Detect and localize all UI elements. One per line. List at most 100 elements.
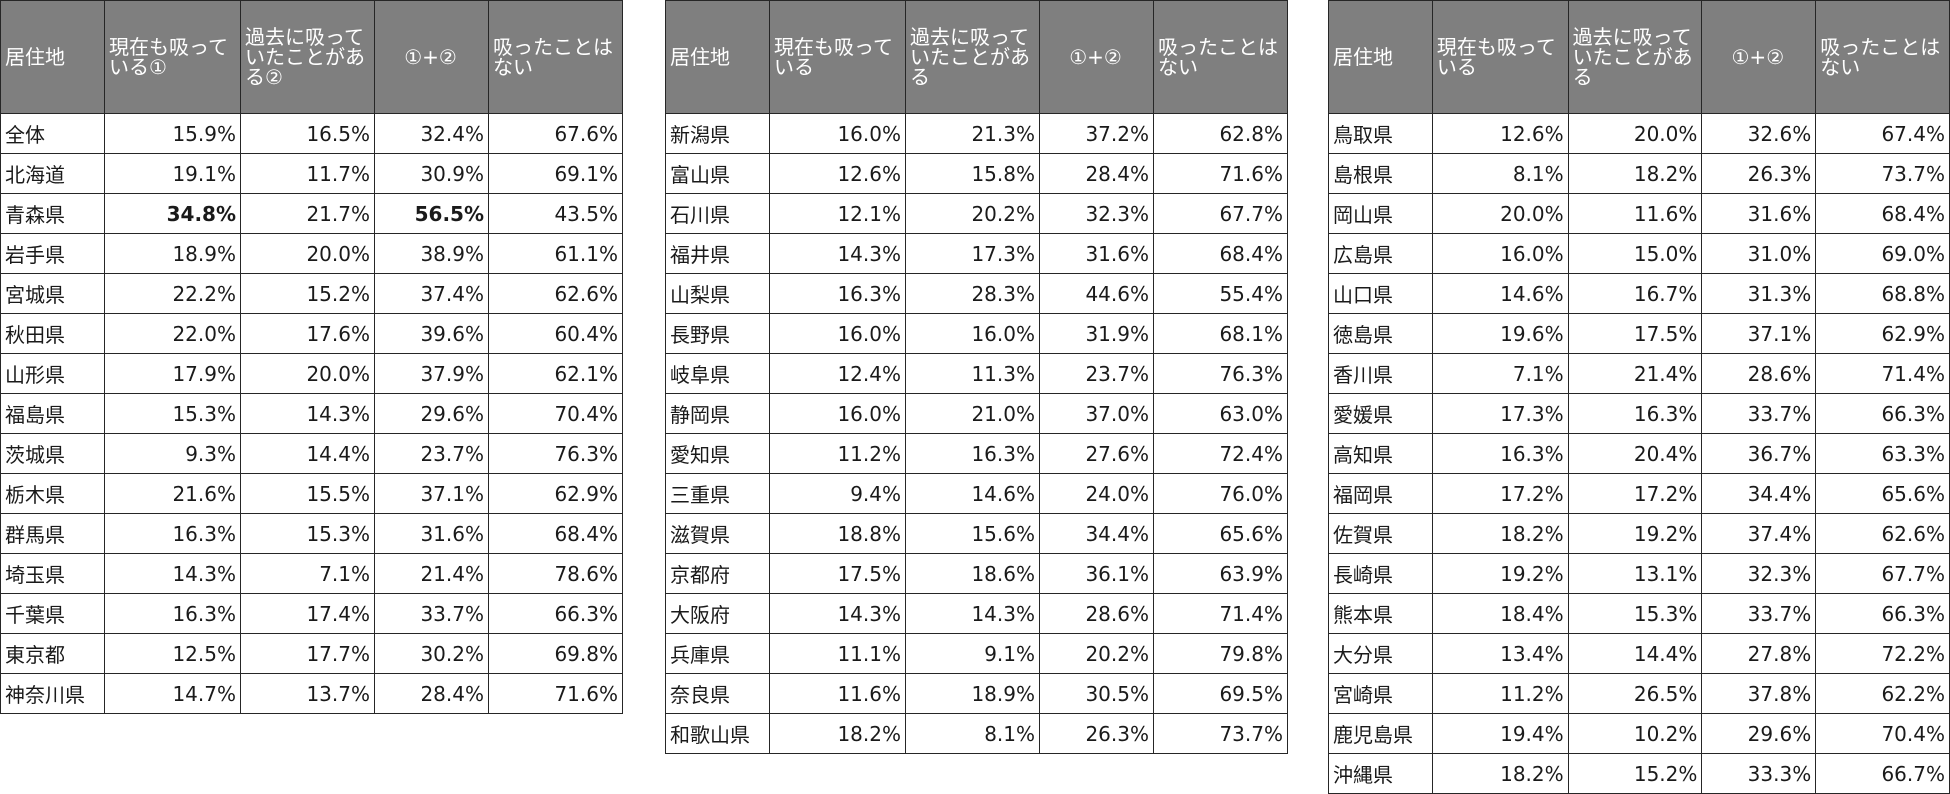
sum-cell: 32.6% bbox=[1701, 113, 1817, 154]
table-row: 石川県 12.1% 20.2% 32.3% 67.7% bbox=[665, 193, 1288, 234]
sum-cell: 44.6% bbox=[1039, 273, 1154, 314]
current-smoker-cell: 22.0% bbox=[104, 313, 241, 354]
table-row: 大阪府 14.3% 14.3% 28.6% 71.4% bbox=[665, 593, 1288, 634]
header-current-smoker: 現在も吸っている① bbox=[104, 0, 241, 114]
never-smoked-cell: 62.9% bbox=[1815, 313, 1950, 354]
prefecture-cell: 和歌山県 bbox=[665, 713, 770, 754]
prefecture-cell: 山口県 bbox=[1328, 273, 1433, 314]
former-smoker-cell: 17.3% bbox=[905, 233, 1040, 274]
never-smoked-cell: 63.3% bbox=[1815, 433, 1950, 474]
sum-cell: 20.2% bbox=[1039, 633, 1154, 674]
current-smoker-cell: 14.3% bbox=[769, 593, 906, 634]
prefecture-cell: 鹿児島県 bbox=[1328, 713, 1433, 754]
former-smoker-cell: 18.2% bbox=[1567, 153, 1703, 194]
table-row: 富山県 12.6% 15.8% 28.4% 71.6% bbox=[665, 153, 1288, 194]
current-smoker-cell: 9.4% bbox=[769, 473, 906, 514]
prefecture-cell: 富山県 bbox=[665, 153, 770, 194]
sum-cell: 28.4% bbox=[374, 673, 489, 714]
table-row: 愛媛県 17.3% 16.3% 33.7% 66.3% bbox=[1328, 393, 1950, 434]
never-smoked-cell: 67.7% bbox=[1815, 553, 1950, 594]
current-smoker-cell: 34.8% bbox=[104, 193, 241, 234]
current-smoker-cell: 9.3% bbox=[104, 433, 241, 474]
table-row: 静岡県 16.0% 21.0% 37.0% 63.0% bbox=[665, 393, 1288, 434]
never-smoked-cell: 67.4% bbox=[1815, 113, 1950, 154]
never-smoked-cell: 70.4% bbox=[488, 393, 623, 434]
current-smoker-cell: 15.9% bbox=[104, 113, 241, 154]
never-smoked-cell: 68.8% bbox=[1815, 273, 1950, 314]
table-row: 福島県 15.3% 14.3% 29.6% 70.4% bbox=[0, 393, 623, 434]
former-smoker-cell: 20.0% bbox=[240, 353, 375, 394]
prefecture-cell: 沖縄県 bbox=[1328, 753, 1433, 794]
never-smoked-cell: 68.4% bbox=[1153, 233, 1288, 274]
sum-cell: 30.9% bbox=[374, 153, 489, 194]
never-smoked-cell: 65.6% bbox=[1153, 513, 1288, 554]
current-smoker-cell: 18.4% bbox=[1431, 593, 1569, 634]
former-smoker-cell: 15.3% bbox=[1567, 593, 1703, 634]
former-smoker-cell: 16.7% bbox=[1567, 273, 1703, 314]
sum-cell: 33.7% bbox=[1701, 393, 1817, 434]
sum-cell: 31.6% bbox=[374, 513, 489, 554]
current-smoker-cell: 16.3% bbox=[104, 513, 241, 554]
table-row: 滋賀県 18.8% 15.6% 34.4% 65.6% bbox=[665, 513, 1288, 554]
current-smoker-cell: 19.4% bbox=[1431, 713, 1569, 754]
prefecture-table-1: 居住地 現在も吸っている① 過去に吸っていたことがある② ①+② 吸ったことはな… bbox=[0, 0, 623, 714]
former-smoker-cell: 15.0% bbox=[1567, 233, 1703, 274]
prefecture-cell: 山形県 bbox=[0, 353, 105, 394]
former-smoker-cell: 21.4% bbox=[1567, 353, 1703, 394]
former-smoker-cell: 19.2% bbox=[1567, 513, 1703, 554]
current-smoker-cell: 12.5% bbox=[104, 633, 241, 674]
table-row: 全体 15.9% 16.5% 32.4% 67.6% bbox=[0, 113, 623, 154]
never-smoked-cell: 63.0% bbox=[1153, 393, 1288, 434]
header-current-smoker: 現在も吸っている bbox=[769, 0, 906, 114]
never-smoked-cell: 78.6% bbox=[488, 553, 623, 594]
never-smoked-cell: 43.5% bbox=[488, 193, 623, 234]
sum-cell: 28.6% bbox=[1701, 353, 1817, 394]
header-row: 居住地 現在も吸っている 過去に吸っていたことがある ①+② 吸ったことはない bbox=[665, 0, 1288, 114]
current-smoker-cell: 16.3% bbox=[104, 593, 241, 634]
table-row: 福井県 14.3% 17.3% 31.6% 68.4% bbox=[665, 233, 1288, 274]
prefecture-cell: 高知県 bbox=[1328, 433, 1433, 474]
sum-cell: 37.2% bbox=[1039, 113, 1154, 154]
never-smoked-cell: 73.7% bbox=[1153, 713, 1288, 754]
former-smoker-cell: 17.4% bbox=[240, 593, 375, 634]
sum-cell: 33.3% bbox=[1701, 753, 1817, 794]
table-row: 群馬県 16.3% 15.3% 31.6% 68.4% bbox=[0, 513, 623, 554]
sum-cell: 29.6% bbox=[1701, 713, 1817, 754]
current-smoker-cell: 16.3% bbox=[769, 273, 906, 314]
prefecture-cell: 神奈川県 bbox=[0, 673, 105, 714]
former-smoker-cell: 20.2% bbox=[905, 193, 1040, 234]
former-smoker-cell: 15.8% bbox=[905, 153, 1040, 194]
prefecture-cell: 石川県 bbox=[665, 193, 770, 234]
sum-cell: 30.2% bbox=[374, 633, 489, 674]
former-smoker-cell: 14.4% bbox=[240, 433, 375, 474]
prefecture-cell: 滋賀県 bbox=[665, 513, 770, 554]
never-smoked-cell: 71.6% bbox=[488, 673, 623, 714]
never-smoked-cell: 62.6% bbox=[1815, 513, 1950, 554]
former-smoker-cell: 8.1% bbox=[905, 713, 1040, 754]
table-row: 栃木県 21.6% 15.5% 37.1% 62.9% bbox=[0, 473, 623, 514]
table-row: 千葉県 16.3% 17.4% 33.7% 66.3% bbox=[0, 593, 623, 634]
never-smoked-cell: 67.7% bbox=[1153, 193, 1288, 234]
sum-cell: 33.7% bbox=[374, 593, 489, 634]
sum-cell: 27.8% bbox=[1701, 633, 1817, 674]
prefecture-cell: 栃木県 bbox=[0, 473, 105, 514]
table-row: 鹿児島県 19.4% 10.2% 29.6% 70.4% bbox=[1328, 713, 1950, 754]
never-smoked-cell: 76.3% bbox=[1153, 353, 1288, 394]
former-smoker-cell: 28.3% bbox=[905, 273, 1040, 314]
current-smoker-cell: 14.7% bbox=[104, 673, 241, 714]
table-row: 島根県 8.1% 18.2% 26.3% 73.7% bbox=[1328, 153, 1950, 194]
sum-cell: 32.3% bbox=[1701, 553, 1817, 594]
current-smoker-cell: 16.3% bbox=[1431, 433, 1569, 474]
prefecture-cell: 兵庫県 bbox=[665, 633, 770, 674]
former-smoker-cell: 14.4% bbox=[1567, 633, 1703, 674]
former-smoker-cell: 15.5% bbox=[240, 473, 375, 514]
table-row: 広島県 16.0% 15.0% 31.0% 69.0% bbox=[1328, 233, 1950, 274]
never-smoked-cell: 69.8% bbox=[488, 633, 623, 674]
never-smoked-cell: 65.6% bbox=[1815, 473, 1950, 514]
sum-cell: 38.9% bbox=[374, 233, 489, 274]
prefecture-cell: 東京都 bbox=[0, 633, 105, 674]
prefecture-cell: 岡山県 bbox=[1328, 193, 1433, 234]
sum-cell: 37.4% bbox=[374, 273, 489, 314]
sum-cell: 56.5% bbox=[374, 193, 489, 234]
current-smoker-cell: 14.6% bbox=[1431, 273, 1569, 314]
